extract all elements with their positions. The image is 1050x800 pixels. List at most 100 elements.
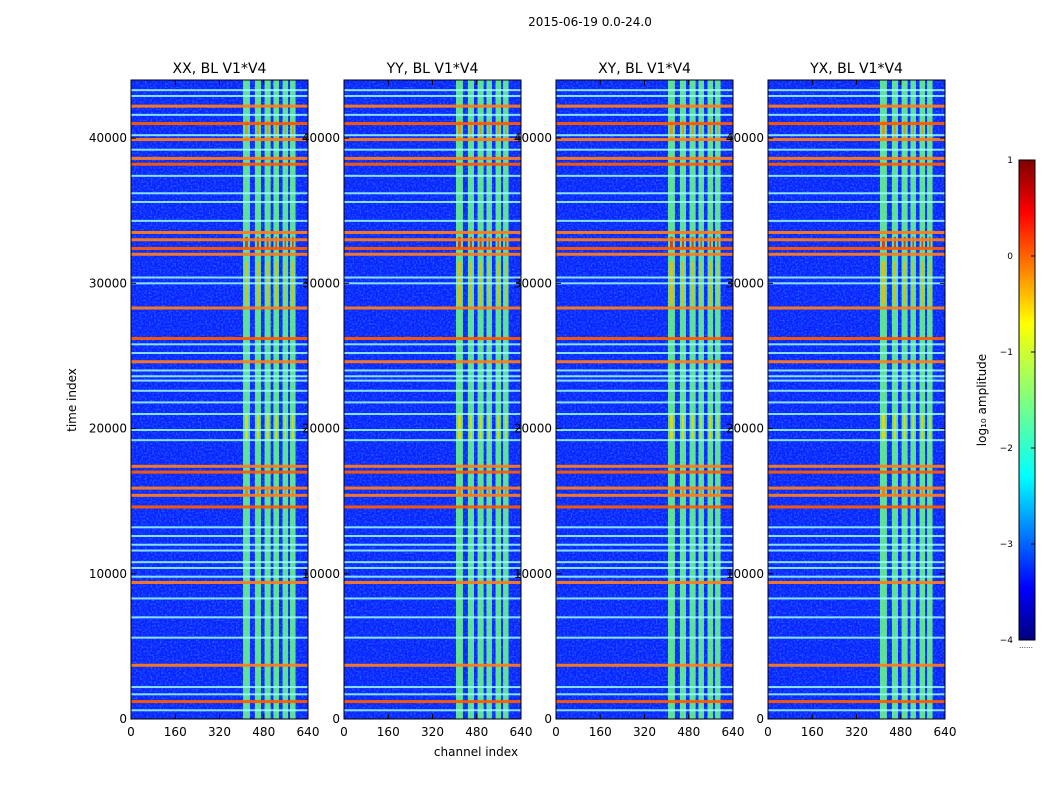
y-tick-label: 20000 [302, 422, 340, 436]
hot-patch [505, 486, 507, 496]
rfi-line-weak [131, 379, 308, 382]
rfi-line-weak [344, 282, 521, 285]
rfi-line-weak [131, 549, 308, 552]
rfi-line-weak [768, 389, 945, 392]
y-tick-label: 40000 [89, 131, 127, 145]
hot-patch [929, 486, 931, 496]
hot-patch [275, 120, 277, 139]
rfi-line-strong [556, 246, 733, 250]
hot-patch [709, 236, 712, 249]
rfi-line-strong [556, 505, 733, 509]
x-axis-label: channel index [434, 745, 518, 759]
hot-patch [505, 120, 507, 139]
colorbar-tick-label: −3 [1000, 540, 1013, 550]
rfi-line-weak [556, 192, 733, 195]
rfi-line-weak [344, 549, 521, 552]
y-tick-label: 30000 [726, 276, 764, 290]
rfi-line-strong [344, 246, 521, 250]
panel-title: YY, BL V1*V4 [386, 61, 479, 77]
rfi-line-weak [344, 428, 521, 431]
hot-patch [921, 120, 924, 139]
y-tick-label: 10000 [514, 567, 552, 581]
channel-band [254, 80, 261, 719]
rfi-line-weak [344, 276, 521, 279]
panel-title: XY, BL V1*V4 [598, 61, 691, 77]
rfi-line-strong [344, 138, 521, 142]
rfi-line-strong [556, 470, 733, 474]
rfi-line-strong [556, 138, 733, 142]
rfi-line-strong [556, 122, 733, 126]
y-tick-label: 30000 [302, 276, 340, 290]
hot-patch [882, 236, 885, 249]
hot-patch [700, 486, 702, 496]
y-tick-label: 10000 [302, 567, 340, 581]
rfi-line-strong [344, 104, 521, 108]
hot-patch [717, 414, 719, 441]
rfi-line-weak [344, 575, 521, 578]
y-tick-label: 0 [544, 712, 552, 726]
rfi-line-weak [768, 282, 945, 285]
rfi-line-weak [344, 174, 521, 177]
channel-band [264, 80, 271, 719]
colorbar-label: log₁₀ amplitude [975, 354, 989, 446]
colorbar-ticks: 1 0 −1 −2 −3 −4 [1000, 156, 1035, 646]
rfi-line-weak [344, 686, 521, 689]
rfi-line-weak [344, 343, 521, 346]
rfi-line-weak [556, 113, 733, 116]
rfi-line-weak [768, 343, 945, 346]
rfi-line-weak [556, 439, 733, 442]
rfi-line-weak [131, 543, 308, 546]
hot-patch [670, 414, 673, 441]
rfi-line-weak [344, 526, 521, 529]
hot-patch [479, 486, 482, 496]
heatmap-area [556, 80, 733, 719]
hot-patch [458, 414, 461, 441]
panel-title: XX, BL V1*V4 [173, 61, 267, 77]
y-tick-label: 20000 [89, 422, 127, 436]
rfi-line-weak [768, 709, 945, 712]
channel-band [910, 80, 916, 719]
hot-patch [670, 236, 673, 249]
hot-patch [912, 414, 914, 441]
rfi-line-weak [556, 709, 733, 712]
rfi-line-strong [131, 138, 308, 142]
rfi-line-strong [556, 252, 733, 256]
y-axis-label: time index [65, 368, 79, 432]
rfi-line-strong [131, 663, 308, 667]
rfi-line-strong [556, 230, 733, 234]
hot-patch [709, 486, 712, 496]
hot-patch [292, 236, 294, 249]
rfi-line-weak [768, 375, 945, 378]
channel-band [679, 80, 686, 719]
hot-patch [691, 236, 694, 249]
rfi-line-weak [131, 352, 308, 355]
hot-patch [893, 236, 896, 249]
colorbar: 1 0 −1 −2 −3 −4 log₁₀ amplitude …… [975, 156, 1036, 650]
rfi-line-strong [131, 122, 308, 126]
hot-patch [292, 414, 294, 441]
x-tick-label: 640 [934, 725, 957, 739]
rfi-line-weak [768, 113, 945, 116]
x-tick-label: 480 [677, 725, 700, 739]
rfi-line-weak [768, 439, 945, 442]
rfi-line-weak [556, 413, 733, 416]
hot-patch [266, 120, 269, 139]
rfi-line-strong [131, 493, 308, 497]
y-tick-label: 0 [332, 712, 340, 726]
rfi-line-strong [768, 493, 945, 497]
heatmap-area [768, 80, 945, 719]
rfi-line-weak [131, 134, 308, 137]
rfi-line-weak [556, 174, 733, 177]
rfi-line-weak [131, 369, 308, 372]
rfi-line-weak [556, 686, 733, 689]
channel-band [689, 80, 696, 719]
rfi-line-weak [344, 401, 521, 404]
colorbar-gradient [1018, 159, 1036, 641]
rfi-line-strong [131, 337, 308, 341]
rfi-line-weak [131, 566, 308, 569]
rfi-line-weak [131, 636, 308, 639]
channel-band [467, 80, 474, 719]
rfi-line-strong [131, 360, 308, 364]
hot-patch [709, 414, 712, 441]
rfi-line-strong [768, 122, 945, 126]
